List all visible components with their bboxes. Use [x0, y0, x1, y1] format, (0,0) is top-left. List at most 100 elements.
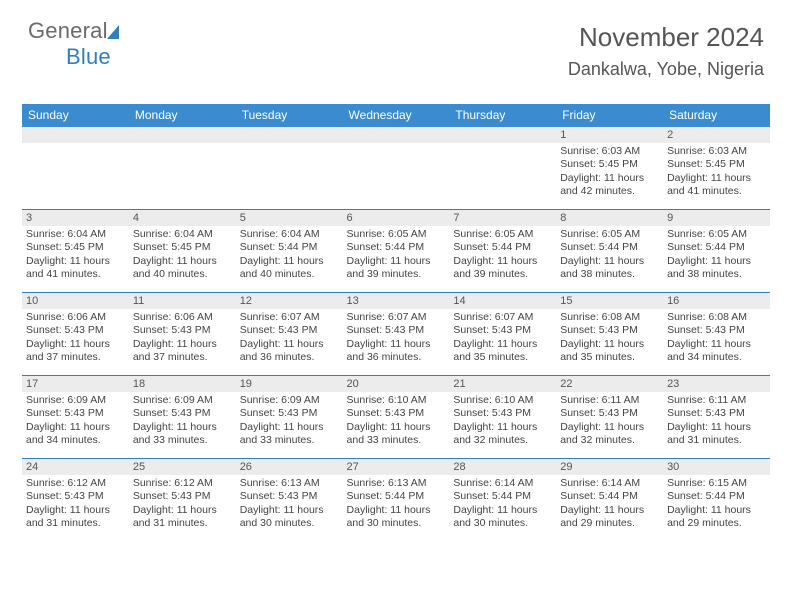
day-daylight1: Daylight: 11 hours [560, 421, 659, 434]
day-sunrise: Sunrise: 6:11 AM [560, 394, 659, 407]
day-daylight1: Daylight: 11 hours [667, 172, 766, 185]
day-daylight1: Daylight: 11 hours [240, 338, 339, 351]
day-daylight2: and 30 minutes. [347, 517, 446, 530]
day-sunset: Sunset: 5:45 PM [26, 241, 125, 254]
day-sunset: Sunset: 5:43 PM [240, 490, 339, 503]
day-daylight2: and 40 minutes. [133, 268, 232, 281]
day-cell-body: Sunrise: 6:07 AMSunset: 5:43 PMDaylight:… [343, 309, 450, 369]
day-number-bar: 27 [343, 459, 450, 475]
day-sunset: Sunset: 5:43 PM [26, 407, 125, 420]
day-number-bar: 30 [663, 459, 770, 475]
day-number-bar [22, 127, 129, 143]
day-cell-body: Sunrise: 6:11 AMSunset: 5:43 PMDaylight:… [556, 392, 663, 452]
day-cell-body: Sunrise: 6:12 AMSunset: 5:43 PMDaylight:… [22, 475, 129, 535]
day-number-bar: 16 [663, 293, 770, 309]
day-sunrise: Sunrise: 6:09 AM [240, 394, 339, 407]
day-cell: 20Sunrise: 6:10 AMSunset: 5:43 PMDayligh… [343, 376, 450, 459]
weekday-header: Wednesday [343, 104, 450, 127]
day-cell: 23Sunrise: 6:11 AMSunset: 5:43 PMDayligh… [663, 376, 770, 459]
day-cell-body: Sunrise: 6:08 AMSunset: 5:43 PMDaylight:… [663, 309, 770, 369]
day-cell-body: Sunrise: 6:03 AMSunset: 5:45 PMDaylight:… [556, 143, 663, 203]
day-sunrise: Sunrise: 6:03 AM [560, 145, 659, 158]
day-cell: 7Sunrise: 6:05 AMSunset: 5:44 PMDaylight… [449, 210, 556, 293]
day-sunset: Sunset: 5:44 PM [667, 490, 766, 503]
day-number-bar: 3 [22, 210, 129, 226]
day-sunrise: Sunrise: 6:13 AM [347, 477, 446, 490]
day-cell-body: Sunrise: 6:05 AMSunset: 5:44 PMDaylight:… [663, 226, 770, 286]
day-daylight1: Daylight: 11 hours [347, 338, 446, 351]
day-daylight2: and 36 minutes. [240, 351, 339, 364]
day-daylight2: and 37 minutes. [26, 351, 125, 364]
day-sunrise: Sunrise: 6:06 AM [133, 311, 232, 324]
day-cell: 14Sunrise: 6:07 AMSunset: 5:43 PMDayligh… [449, 293, 556, 376]
day-cell-body: Sunrise: 6:10 AMSunset: 5:43 PMDaylight:… [343, 392, 450, 452]
day-sunset: Sunset: 5:43 PM [453, 324, 552, 337]
day-number-bar: 6 [343, 210, 450, 226]
day-cell-body: Sunrise: 6:10 AMSunset: 5:43 PMDaylight:… [449, 392, 556, 452]
day-cell: 28Sunrise: 6:14 AMSunset: 5:44 PMDayligh… [449, 459, 556, 542]
weekday-header: Sunday [22, 104, 129, 127]
day-daylight2: and 39 minutes. [453, 268, 552, 281]
weekday-header: Monday [129, 104, 236, 127]
day-daylight2: and 31 minutes. [667, 434, 766, 447]
day-sunrise: Sunrise: 6:04 AM [26, 228, 125, 241]
day-daylight1: Daylight: 11 hours [453, 504, 552, 517]
logo-text-blue: Blue [66, 44, 111, 69]
day-number-bar: 26 [236, 459, 343, 475]
day-daylight1: Daylight: 11 hours [240, 421, 339, 434]
day-number-bar: 1 [556, 127, 663, 143]
weekday-header-row: Sunday Monday Tuesday Wednesday Thursday… [22, 104, 770, 127]
day-cell-body: Sunrise: 6:09 AMSunset: 5:43 PMDaylight:… [22, 392, 129, 452]
day-sunset: Sunset: 5:43 PM [133, 407, 232, 420]
day-daylight2: and 39 minutes. [347, 268, 446, 281]
day-cell: 5Sunrise: 6:04 AMSunset: 5:44 PMDaylight… [236, 210, 343, 293]
day-sunrise: Sunrise: 6:11 AM [667, 394, 766, 407]
day-sunrise: Sunrise: 6:08 AM [560, 311, 659, 324]
day-daylight1: Daylight: 11 hours [26, 338, 125, 351]
day-daylight2: and 32 minutes. [453, 434, 552, 447]
day-daylight1: Daylight: 11 hours [560, 255, 659, 268]
day-sunset: Sunset: 5:44 PM [347, 241, 446, 254]
day-number-bar: 21 [449, 376, 556, 392]
day-cell-body: Sunrise: 6:07 AMSunset: 5:43 PMDaylight:… [449, 309, 556, 369]
day-sunrise: Sunrise: 6:15 AM [667, 477, 766, 490]
week-row: 3Sunrise: 6:04 AMSunset: 5:45 PMDaylight… [22, 210, 770, 293]
day-sunrise: Sunrise: 6:05 AM [667, 228, 766, 241]
day-cell: 11Sunrise: 6:06 AMSunset: 5:43 PMDayligh… [129, 293, 236, 376]
weekday-header: Friday [556, 104, 663, 127]
week-row: 1Sunrise: 6:03 AMSunset: 5:45 PMDaylight… [22, 127, 770, 210]
weekday-header: Thursday [449, 104, 556, 127]
day-cell-body: Sunrise: 6:06 AMSunset: 5:43 PMDaylight:… [129, 309, 236, 369]
day-number-bar: 9 [663, 210, 770, 226]
month-title: November 2024 [568, 22, 764, 53]
day-cell [129, 127, 236, 210]
day-sunset: Sunset: 5:44 PM [453, 241, 552, 254]
day-daylight2: and 30 minutes. [240, 517, 339, 530]
day-daylight2: and 33 minutes. [347, 434, 446, 447]
day-daylight2: and 34 minutes. [667, 351, 766, 364]
day-number-bar: 12 [236, 293, 343, 309]
day-daylight1: Daylight: 11 hours [240, 255, 339, 268]
day-number-bar: 11 [129, 293, 236, 309]
day-sunset: Sunset: 5:44 PM [560, 490, 659, 503]
day-number-bar: 17 [22, 376, 129, 392]
day-cell: 8Sunrise: 6:05 AMSunset: 5:44 PMDaylight… [556, 210, 663, 293]
day-cell-body: Sunrise: 6:05 AMSunset: 5:44 PMDaylight:… [343, 226, 450, 286]
day-cell-body: Sunrise: 6:04 AMSunset: 5:44 PMDaylight:… [236, 226, 343, 286]
day-daylight1: Daylight: 11 hours [26, 255, 125, 268]
day-cell-body: Sunrise: 6:06 AMSunset: 5:43 PMDaylight:… [22, 309, 129, 369]
day-cell: 29Sunrise: 6:14 AMSunset: 5:44 PMDayligh… [556, 459, 663, 542]
day-daylight2: and 33 minutes. [240, 434, 339, 447]
day-sunrise: Sunrise: 6:12 AM [26, 477, 125, 490]
day-cell [236, 127, 343, 210]
day-daylight2: and 35 minutes. [453, 351, 552, 364]
day-daylight2: and 31 minutes. [133, 517, 232, 530]
day-daylight2: and 30 minutes. [453, 517, 552, 530]
day-number-bar: 23 [663, 376, 770, 392]
day-cell-body: Sunrise: 6:11 AMSunset: 5:43 PMDaylight:… [663, 392, 770, 452]
day-sunrise: Sunrise: 6:04 AM [240, 228, 339, 241]
day-daylight1: Daylight: 11 hours [26, 504, 125, 517]
day-sunset: Sunset: 5:43 PM [560, 407, 659, 420]
day-daylight2: and 37 minutes. [133, 351, 232, 364]
weekday-header: Saturday [663, 104, 770, 127]
